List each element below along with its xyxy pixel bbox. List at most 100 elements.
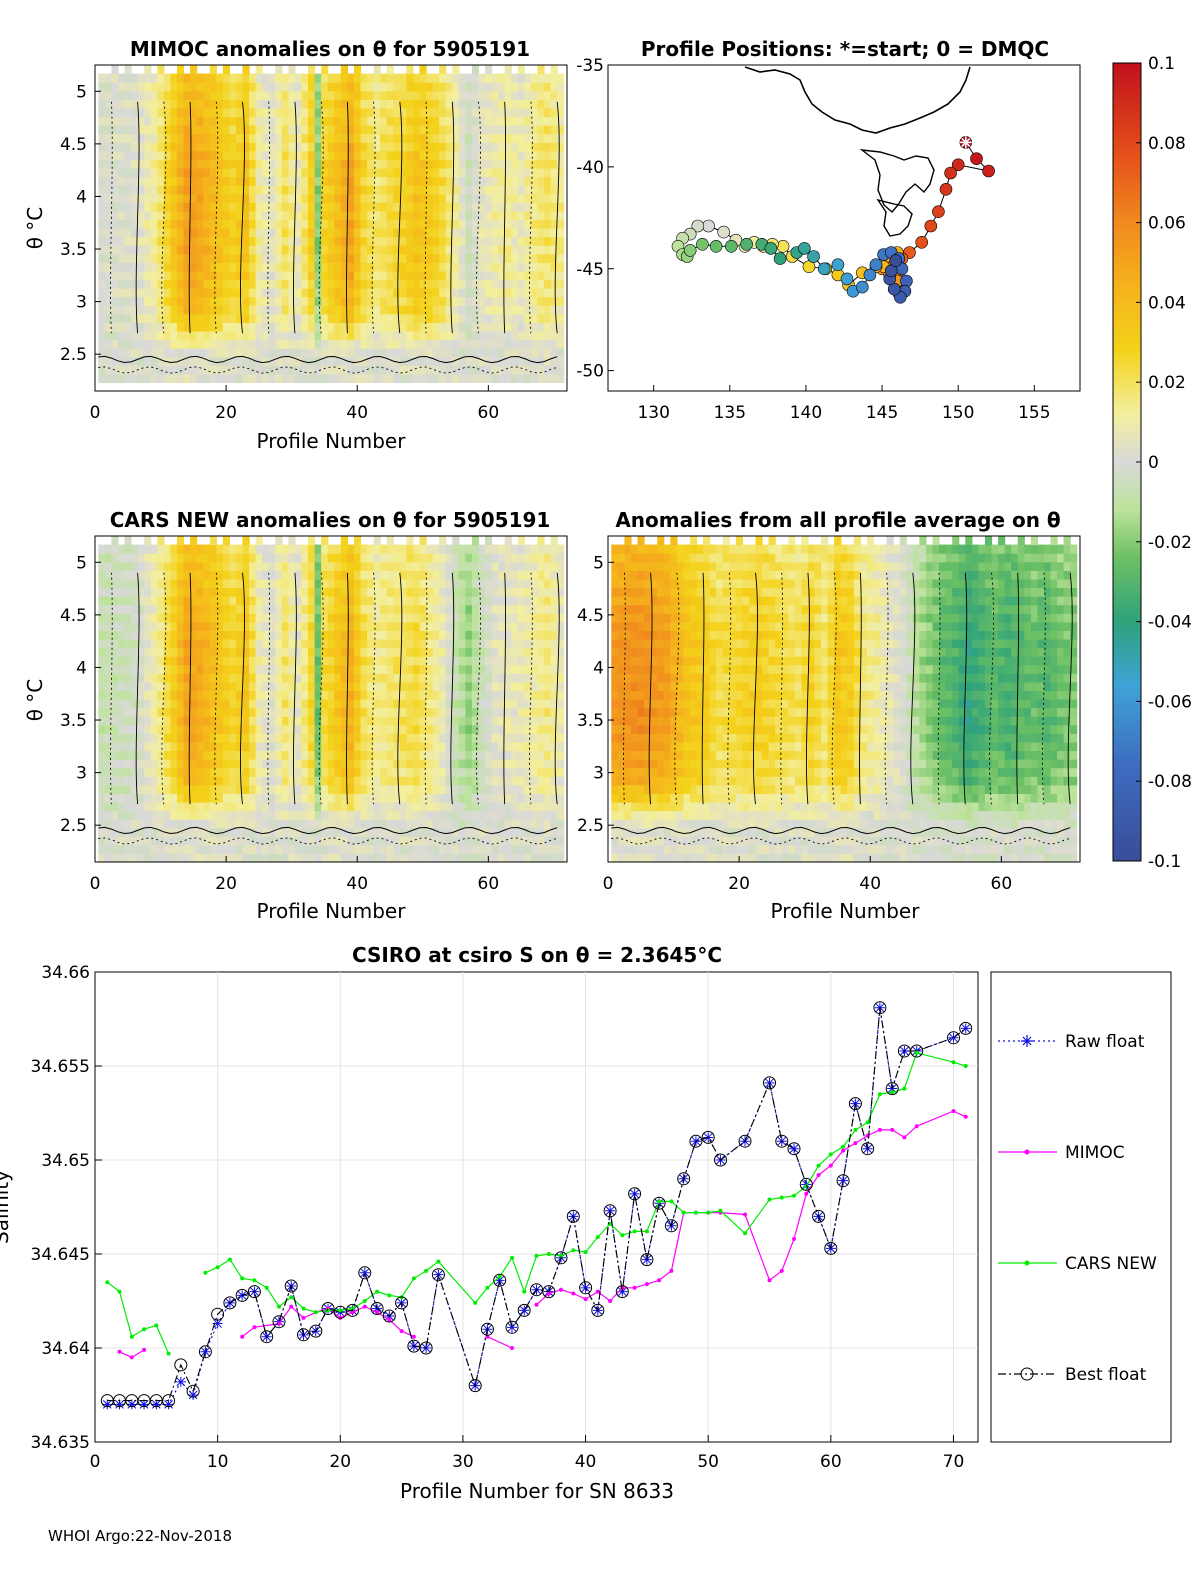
heatmap-cell bbox=[380, 801, 388, 812]
heatmap-cell bbox=[334, 724, 342, 734]
heatmap-cell bbox=[353, 193, 362, 203]
heatmap-cell bbox=[268, 305, 276, 315]
heatmap-cell bbox=[216, 613, 224, 623]
heatmap-cell bbox=[373, 270, 381, 281]
heatmap-cell bbox=[183, 733, 191, 743]
heatmap-cell bbox=[458, 621, 466, 631]
heatmap-cell bbox=[445, 836, 453, 846]
heatmap-cell bbox=[98, 296, 106, 306]
heatmap-cell bbox=[426, 707, 434, 717]
heatmap-cell bbox=[281, 322, 289, 332]
heatmap-cell bbox=[386, 819, 394, 829]
heatmap-cell bbox=[183, 596, 191, 606]
heatmap-cell bbox=[288, 330, 296, 341]
heatmap-cell bbox=[557, 193, 565, 203]
heatmap-cell bbox=[131, 553, 139, 563]
heatmap-cell bbox=[229, 262, 237, 272]
heatmap-cell bbox=[314, 724, 322, 734]
heatmap-cell bbox=[406, 699, 414, 709]
heatmap-cell bbox=[137, 253, 145, 263]
heatmap-cell bbox=[478, 228, 486, 238]
heatmap-cell bbox=[517, 142, 525, 152]
heatmap-cell bbox=[471, 99, 480, 109]
heatmap-cell bbox=[498, 330, 506, 341]
profile-position-point bbox=[924, 219, 938, 233]
heatmap-cell bbox=[308, 236, 316, 246]
heatmap-cell bbox=[491, 305, 499, 315]
heatmap-cell bbox=[399, 561, 407, 571]
heatmap-cell bbox=[288, 741, 296, 752]
heatmap-cell bbox=[353, 656, 362, 666]
heatmap-cell bbox=[104, 544, 112, 554]
heatmap-cell bbox=[530, 185, 539, 195]
heatmap-cell bbox=[196, 784, 204, 794]
heatmap-cell bbox=[222, 245, 230, 255]
heatmap-cell bbox=[255, 836, 263, 846]
heatmap-cell bbox=[111, 776, 119, 786]
heatmap-cell bbox=[485, 322, 493, 332]
heatmap-cell bbox=[550, 245, 558, 255]
heatmap-cell bbox=[347, 664, 355, 674]
heatmap-cell bbox=[131, 690, 139, 700]
heatmap-cell bbox=[327, 587, 335, 597]
heatmap-cell bbox=[137, 210, 145, 221]
heatmap-cell bbox=[288, 690, 296, 700]
heatmap-cell bbox=[117, 784, 126, 794]
heatmap-cell bbox=[465, 330, 473, 341]
heatmap-cell bbox=[321, 133, 329, 143]
heatmap-cell bbox=[550, 262, 558, 272]
heatmap-cell bbox=[308, 699, 316, 709]
heatmap-cell bbox=[439, 133, 447, 143]
heatmap-cell bbox=[327, 236, 335, 246]
heatmap-cell bbox=[530, 330, 539, 341]
heatmap-cell bbox=[406, 330, 414, 341]
heatmap-cell bbox=[104, 279, 112, 289]
heatmap-cell bbox=[557, 296, 565, 306]
heatmap-cell bbox=[262, 810, 270, 820]
colorbar-tick-label: 0.08 bbox=[1148, 134, 1186, 154]
heatmap-cell bbox=[229, 784, 237, 794]
heatmap-cell bbox=[242, 82, 250, 92]
heatmap-cell bbox=[222, 741, 230, 752]
contour-line bbox=[371, 101, 376, 334]
heatmap-cell bbox=[104, 253, 112, 263]
heatmap-cell bbox=[176, 784, 185, 794]
heatmap-cell bbox=[190, 202, 198, 212]
heatmap-cell bbox=[117, 759, 126, 769]
heatmap-cell bbox=[131, 810, 139, 820]
heatmap-cell bbox=[557, 73, 565, 83]
heatmap-cell bbox=[183, 90, 191, 100]
heatmap-cell bbox=[235, 750, 244, 760]
heatmap-cell bbox=[209, 167, 217, 178]
heatmap-cell bbox=[190, 724, 198, 734]
heatmap-cell bbox=[426, 305, 434, 315]
heatmap-cell bbox=[216, 819, 224, 829]
heatmap-cell bbox=[222, 210, 230, 221]
heatmap-cell bbox=[367, 228, 375, 238]
heatmap-cell bbox=[196, 707, 204, 717]
heatmap-cell bbox=[419, 638, 427, 649]
heatmap-cell bbox=[439, 193, 447, 203]
heatmap-cell bbox=[301, 621, 309, 631]
heatmap-cell bbox=[111, 348, 119, 358]
x-tick-label: 130 bbox=[637, 403, 669, 423]
heatmap-cell bbox=[235, 827, 244, 837]
heatmap-cell bbox=[380, 107, 388, 118]
heatmap-cell bbox=[465, 159, 473, 169]
heatmap-cell bbox=[196, 116, 204, 126]
heatmap-cell bbox=[340, 544, 348, 554]
heatmap-cell bbox=[498, 365, 506, 375]
heatmap-cell bbox=[157, 262, 165, 272]
heatmap-cell bbox=[308, 664, 316, 674]
heatmap-cell bbox=[406, 596, 414, 606]
heatmap-cell bbox=[478, 99, 486, 109]
heatmap-cell bbox=[524, 288, 532, 298]
heatmap-cell bbox=[209, 613, 217, 623]
heatmap-cell bbox=[406, 279, 414, 289]
heatmap-cell bbox=[327, 296, 335, 306]
heatmap-cell bbox=[485, 116, 493, 126]
heatmap-cell bbox=[544, 305, 552, 315]
heatmap-cell bbox=[419, 330, 427, 341]
heatmap-cell bbox=[439, 296, 447, 306]
heatmap-cell bbox=[124, 373, 132, 384]
